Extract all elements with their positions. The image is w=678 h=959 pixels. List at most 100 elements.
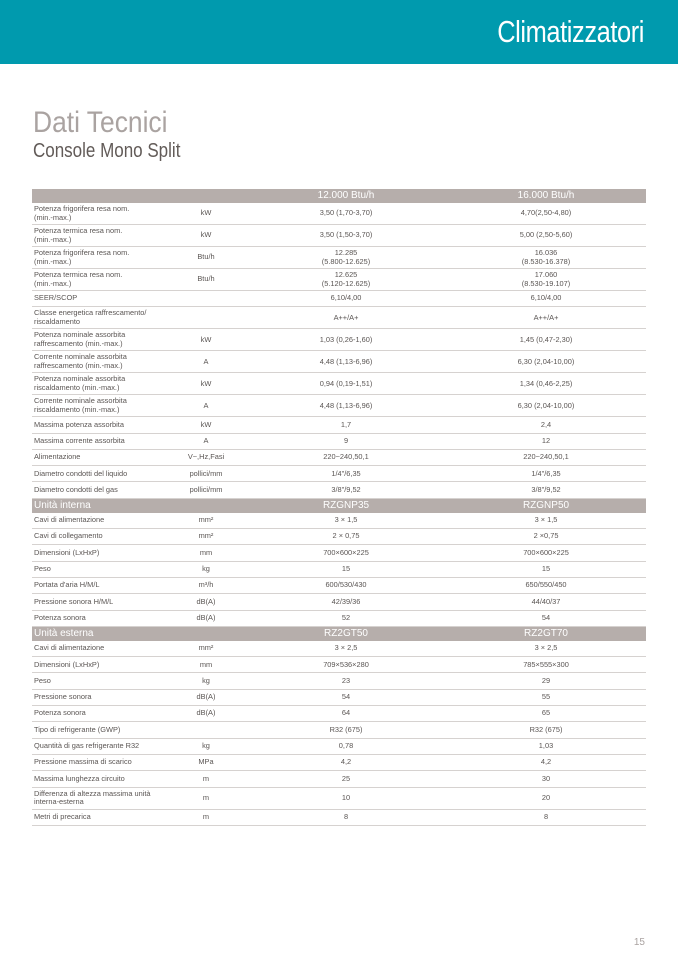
row-unit: kW: [166, 328, 246, 352]
value-col-2: 12: [446, 433, 646, 450]
header-cell: Unità interna: [32, 498, 166, 513]
table-row: Potenza nominale assorbita raffrescament…: [32, 328, 646, 352]
value-col-2: 1,03: [446, 738, 646, 755]
value-col-1: 3 × 1,5: [246, 512, 446, 530]
table-row: Massima corrente assorbita A 9 12: [32, 433, 646, 450]
row-unit: [166, 306, 246, 330]
value-col-2: 700×600×225: [446, 544, 646, 562]
value-col-2: 44/40/37: [446, 593, 646, 611]
row-label: Dimensioni (LxHxP): [32, 544, 166, 562]
value-col-1: R32 (675): [246, 721, 446, 739]
row-unit: kg: [166, 672, 246, 690]
value-col-2: 29: [446, 672, 646, 690]
row-label: Differenza di altezza massima unità inte…: [32, 787, 166, 810]
row-unit: pollici/mm: [166, 465, 246, 483]
value-col-1: 4,2: [246, 754, 446, 772]
row-unit: mm: [166, 544, 246, 562]
table-row: Cavi di alimentazione mm² 3 × 1,5 3 × 1,5: [32, 512, 646, 530]
table-row: Potenza nominale assorbita riscaldamento…: [32, 372, 646, 396]
table-row: Potenza sonora dB(A) 52 54: [32, 610, 646, 627]
row-label: Corrente nominale assorbita riscaldament…: [32, 394, 166, 418]
page-title: Dati Tecnici: [33, 106, 168, 139]
value-col-1: 9: [246, 433, 446, 450]
row-label: Tipo di refrigerante (GWP): [32, 721, 166, 739]
table-row: Potenza termica resa nom. (min.-max.) Btu…: [32, 268, 646, 291]
row-label: SEER/SCOP: [32, 290, 166, 308]
row-unit: Btu/h: [166, 268, 246, 291]
table-row: Metri di precarica m 8 8: [32, 809, 646, 826]
row-unit: Btu/h: [166, 246, 246, 269]
row-unit: kW: [166, 416, 246, 434]
value-col-1: 600/530/430: [246, 577, 446, 595]
header-cell: 12.000 Btu/h: [246, 189, 446, 203]
table-row: Diametro condotti del liquido pollici/mm 1…: [32, 465, 646, 483]
value-col-2: 3 × 2,5: [446, 640, 646, 658]
row-label: Peso: [32, 672, 166, 690]
row-unit: dB(A): [166, 705, 246, 723]
row-unit: A: [166, 350, 246, 374]
row-unit: m: [166, 770, 246, 788]
value-col-2: 30: [446, 770, 646, 788]
value-col-1: 2 × 0,75: [246, 528, 446, 546]
value-col-1: 3/8"/9,52: [246, 481, 446, 499]
row-unit: dB(A): [166, 689, 246, 707]
value-col-1: 10: [246, 787, 446, 810]
row-unit: [166, 721, 246, 739]
row-label: Potenza sonora: [32, 610, 166, 627]
page-number: 15: [633, 937, 645, 948]
value-col-1: 1,7: [246, 416, 446, 434]
table-row: Potenza sonora dB(A) 64 65: [32, 705, 646, 723]
value-col-2: 65: [446, 705, 646, 723]
value-col-2: 650/550/450: [446, 577, 646, 595]
table-row: Differenza di altezza massima unità inte…: [32, 787, 646, 810]
row-unit: pollici/mm: [166, 481, 246, 499]
value-col-1: 25: [246, 770, 446, 788]
row-unit: kg: [166, 738, 246, 755]
table-row: Potenza frigorifera resa nom. (min.-max.…: [32, 246, 646, 269]
row-unit: m: [166, 809, 246, 826]
header-cell: [166, 498, 246, 513]
section-header: Unità interna RZGNP35 RZGNP50: [32, 498, 646, 513]
value-col-1: 12.285 (5.800-12.625): [246, 246, 446, 269]
table-row: Corrente nominale assorbita riscaldament…: [32, 394, 646, 418]
row-label: Classe energetica raffrescamento/ riscal…: [32, 306, 166, 330]
header-cell: [32, 189, 166, 203]
section-header: Unità esterna RZ2GT50 RZ2GT70: [32, 626, 646, 641]
row-label: Potenza frigorifera resa nom. (min.-max.…: [32, 203, 166, 225]
row-label: Cavi di alimentazione: [32, 512, 166, 530]
value-col-1: 3,50 (1,50-3,70): [246, 224, 446, 247]
row-unit: [166, 290, 246, 308]
value-col-1: 0,78: [246, 738, 446, 755]
table-row: Pressione massima di scarico MPa 4,2 4,2: [32, 754, 646, 772]
row-unit: m: [166, 787, 246, 810]
value-col-1: 4,48 (1,13-6,96): [246, 350, 446, 374]
row-label: Cavi di alimentazione: [32, 640, 166, 658]
value-col-2: 6,10/4,00: [446, 290, 646, 308]
row-unit: kg: [166, 561, 246, 578]
value-col-2: 15: [446, 561, 646, 578]
value-col-2: 55: [446, 689, 646, 707]
value-col-2: 2 ×0,75: [446, 528, 646, 546]
value-col-1: 700×600×225: [246, 544, 446, 562]
value-col-2: 1/4"/6,35: [446, 465, 646, 483]
value-col-1: 3 × 2,5: [246, 640, 446, 658]
row-label: Pressione massima di scarico: [32, 754, 166, 772]
value-col-2: 8: [446, 809, 646, 826]
table-row: Diametro condotti del gas pollici/mm 3/8"/…: [32, 481, 646, 499]
value-col-2: 17.060 (8.530-19.107): [446, 268, 646, 291]
row-label: Diametro condotti del liquido: [32, 465, 166, 483]
value-col-2: 1,34 (0,46-2,25): [446, 372, 646, 396]
table-row: Dimensioni (LxHxP) mm 709×536×280 785×555×3…: [32, 656, 646, 674]
table-row: Quantità di gas refrigerante R32 kg 0,78 1,…: [32, 738, 646, 755]
header-cell: RZGNP35: [246, 498, 446, 513]
row-unit: dB(A): [166, 610, 246, 627]
value-col-1: 52: [246, 610, 446, 627]
technical-data-table: 12.000 Btu/h 16.000 Btu/h Potenza frigorif…: [32, 189, 646, 826]
value-col-2: 2,4: [446, 416, 646, 434]
row-label: Potenza frigorifera resa nom. (min.-max.…: [32, 246, 166, 269]
header-cell: [166, 189, 246, 203]
table-row: Potenza termica resa nom. (min.-max.) kW 3…: [32, 224, 646, 247]
table-row: Peso kg 15 15: [32, 561, 646, 578]
row-unit: V~,Hz,Fasi: [166, 449, 246, 467]
value-col-1: 4,48 (1,13-6,96): [246, 394, 446, 418]
